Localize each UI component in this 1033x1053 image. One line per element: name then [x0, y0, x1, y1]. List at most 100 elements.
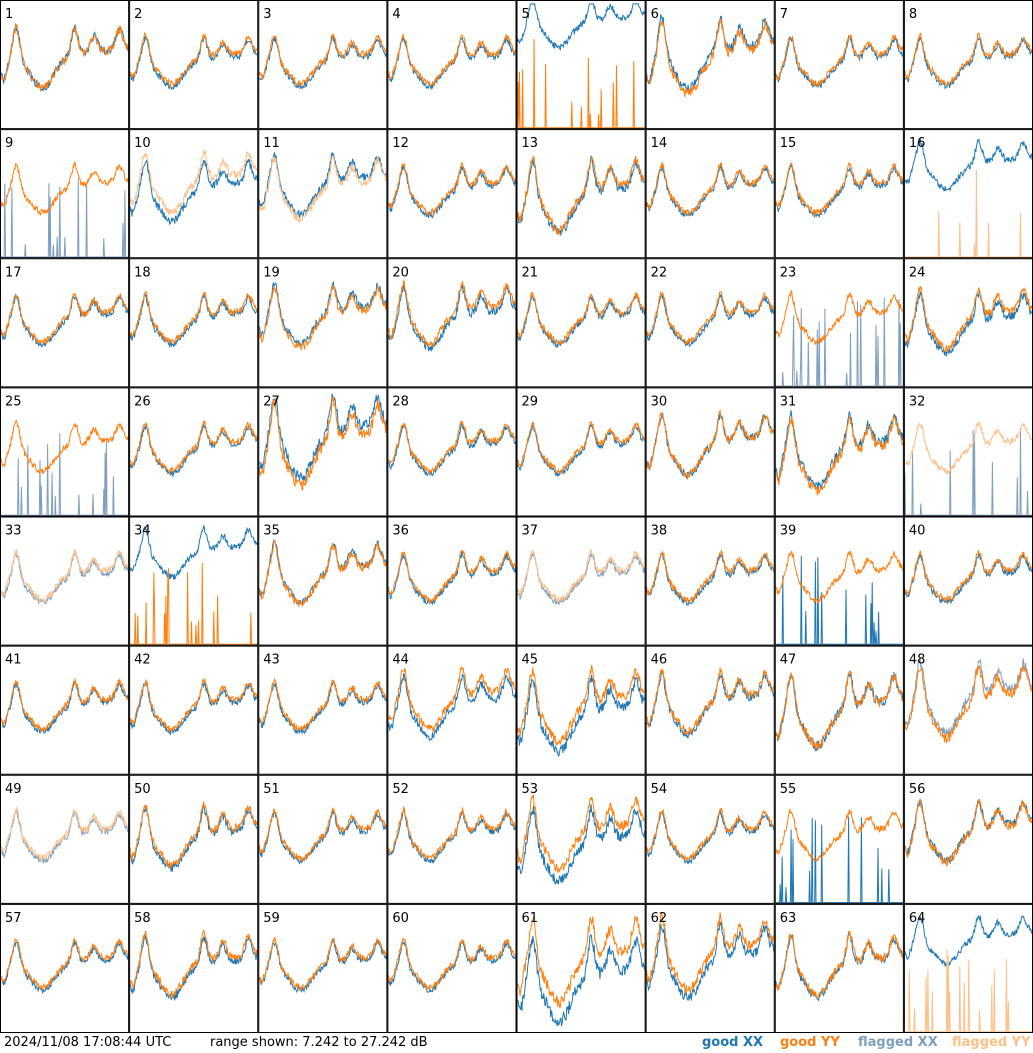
panel-label-37: 37	[522, 524, 539, 539]
series-xx-29	[517, 421, 646, 477]
panel-label-33: 33	[5, 524, 22, 539]
panel-label-14: 14	[651, 136, 668, 151]
series-yy-44	[388, 665, 516, 733]
series-yy-59	[258, 937, 387, 992]
panel-label-43: 43	[263, 653, 280, 668]
series-xx-14	[646, 164, 775, 217]
series-yy-39	[775, 549, 904, 604]
series-yy-34	[130, 562, 258, 645]
panel-27: 27	[258, 387, 388, 517]
panel-18: 18	[129, 258, 259, 388]
panel-7: 7	[774, 0, 904, 130]
series-xx-34	[129, 524, 258, 581]
panel-border-55	[774, 774, 904, 904]
panel-label-31: 31	[780, 394, 797, 409]
series-yy-9	[0, 161, 129, 216]
panel-border-37	[516, 516, 646, 646]
series-yy-11	[258, 155, 387, 223]
panel-border-1	[0, 0, 130, 130]
panel-border-26	[129, 387, 259, 517]
panel-border-14	[645, 129, 775, 259]
panel-label-16: 16	[909, 136, 926, 151]
panel-label-38: 38	[651, 524, 668, 539]
series-yy-38	[646, 549, 775, 604]
panel-label-18: 18	[134, 265, 151, 280]
panel-border-31	[774, 387, 904, 517]
panel-border-63	[774, 903, 904, 1033]
panel-label-3: 3	[263, 7, 271, 22]
series-yy-23	[775, 289, 904, 346]
series-xx-9	[1, 177, 129, 258]
panel-32: 32	[903, 387, 1033, 517]
series-xx-64	[904, 914, 1033, 968]
panel-21: 21	[516, 258, 646, 388]
panel-label-25: 25	[5, 394, 22, 409]
panel-63: 63	[774, 903, 904, 1033]
series-xx-19	[258, 280, 387, 347]
panel-61: 61	[516, 903, 646, 1033]
series-xx-23	[775, 297, 903, 387]
series-xx-24	[904, 290, 1033, 357]
panel-23: 23	[774, 258, 904, 388]
panel-53: 53	[516, 774, 646, 904]
panel-34: 34	[129, 516, 259, 646]
series-xx-61	[517, 933, 646, 1027]
panel-label-63: 63	[780, 911, 797, 926]
panel-label-6: 6	[651, 7, 659, 22]
panel-label-11: 11	[263, 136, 280, 151]
panel-label-9: 9	[5, 136, 13, 151]
series-yy-40	[904, 549, 1033, 604]
series-yy-12	[387, 162, 516, 217]
panel-border-43	[258, 645, 388, 775]
series-xx-44	[387, 672, 516, 742]
panel-border-52	[387, 774, 517, 904]
panel-label-34: 34	[134, 524, 151, 539]
series-yy-54	[646, 807, 775, 862]
series-xx-30	[646, 411, 775, 479]
series-xx-25	[1, 433, 129, 516]
panel-label-2: 2	[134, 7, 142, 22]
panel-border-27	[258, 387, 388, 517]
legend-good-xx: good XX	[702, 1035, 764, 1050]
panel-17: 17	[0, 258, 130, 388]
panel-label-60: 60	[392, 911, 409, 926]
series-yy-37	[517, 548, 645, 604]
panel-border-9	[0, 129, 130, 259]
panel-62: 62	[645, 903, 775, 1033]
panel-label-10: 10	[134, 136, 151, 151]
panel-border-23	[774, 258, 904, 388]
panel-border-51	[258, 774, 388, 904]
series-yy-13	[517, 155, 645, 236]
panel-45: 45	[516, 645, 646, 775]
series-yy-33	[0, 549, 129, 605]
series-yy-25	[0, 419, 129, 475]
series-yy-7	[775, 33, 904, 87]
series-xx-11	[258, 151, 387, 219]
series-yy-35	[258, 539, 387, 607]
series-xx-51	[258, 809, 387, 865]
panel-43: 43	[258, 645, 388, 775]
panel-55: 55	[774, 774, 904, 904]
series-xx-5	[517, 2, 646, 51]
panel-28: 28	[387, 387, 517, 517]
series-yy-50	[129, 801, 258, 870]
panel-border-19	[258, 258, 388, 388]
panel-label-17: 17	[5, 265, 22, 280]
series-xx-38	[646, 550, 775, 607]
panel-border-6	[645, 0, 775, 130]
panel-label-29: 29	[522, 394, 539, 409]
panel-border-36	[387, 516, 517, 646]
panel-label-5: 5	[522, 7, 530, 22]
series-xx-55	[775, 816, 903, 904]
panel-border-29	[516, 387, 646, 517]
panel-label-54: 54	[651, 782, 668, 797]
panel-15: 15	[774, 129, 904, 259]
panel-border-38	[645, 516, 775, 646]
panel-24: 24	[903, 258, 1033, 388]
series-yy-32	[904, 420, 1033, 475]
series-xx-7	[775, 34, 904, 89]
panel-10: 10	[129, 129, 259, 259]
panel-label-8: 8	[909, 7, 917, 22]
panel-label-41: 41	[5, 653, 22, 668]
